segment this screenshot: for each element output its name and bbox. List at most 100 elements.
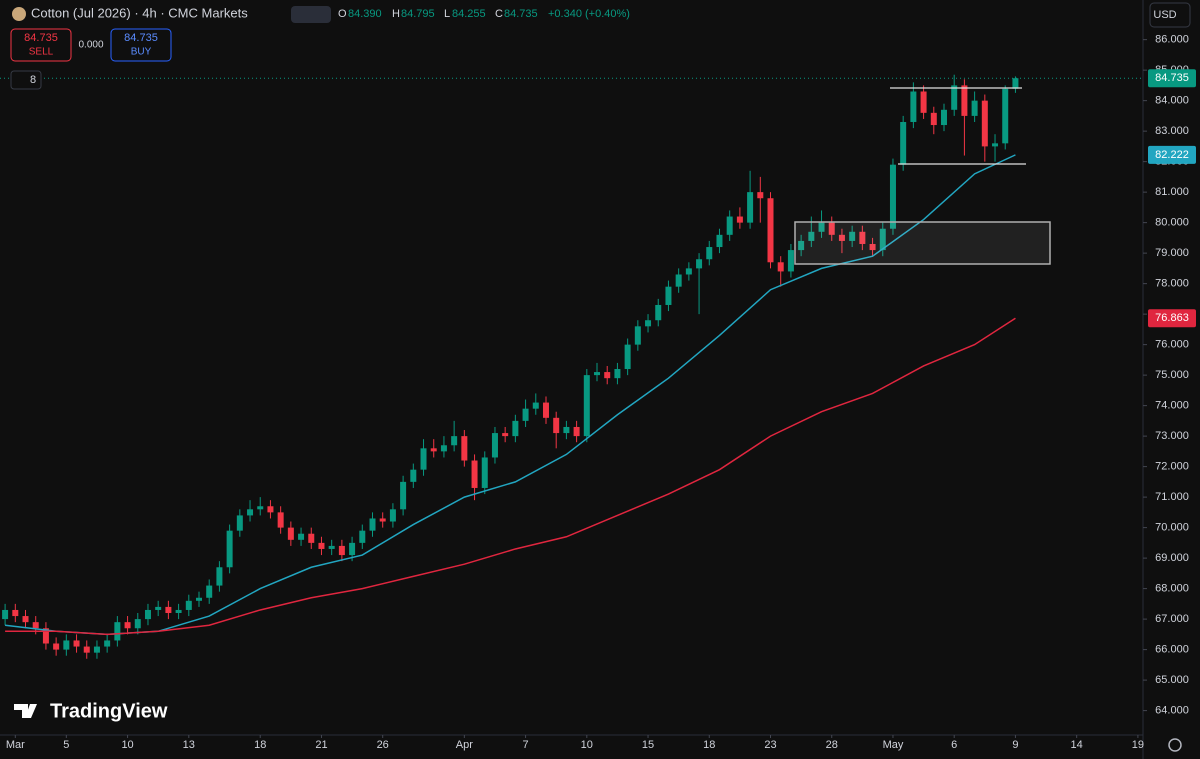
candle-body	[124, 622, 131, 629]
candle-body	[665, 286, 672, 305]
candle-body	[716, 234, 723, 248]
candle-body	[216, 567, 223, 586]
candle-body	[971, 100, 978, 116]
spread: 0.000	[78, 40, 103, 51]
buy-button[interactable]	[110, 28, 172, 62]
last-price-label-bg	[1148, 69, 1196, 88]
candle-body	[287, 527, 294, 540]
candle-body	[247, 509, 254, 516]
candle-body	[634, 326, 641, 345]
candle-body	[144, 609, 151, 620]
candle-body	[645, 320, 652, 327]
candle-body	[165, 606, 172, 614]
sell-button[interactable]	[10, 28, 72, 62]
candle-body	[930, 112, 937, 126]
candle-body	[196, 597, 203, 601]
candle-body	[859, 231, 866, 244]
toggle[interactable]	[291, 6, 331, 23]
ma-price-label-bg	[1148, 145, 1196, 164]
moving-average	[5, 154, 1016, 636]
candle-body	[838, 234, 845, 241]
candle-body	[1002, 88, 1009, 144]
candle-body	[900, 121, 907, 165]
ohlc-change: +0.340 (+0.40%)	[548, 8, 630, 20]
candle-body	[114, 622, 121, 641]
candle-body	[349, 542, 356, 556]
y-tick-label: 70.000	[1155, 522, 1189, 534]
ohlc-c-label: C	[495, 8, 503, 20]
candle-body	[471, 460, 478, 488]
candle-body	[298, 533, 305, 540]
x-tick-label: 23	[764, 739, 776, 751]
x-tick-label: 9	[1012, 739, 1018, 751]
candle-body	[655, 304, 662, 321]
y-tick-label: 84.000	[1155, 95, 1189, 107]
candle-body	[175, 609, 182, 614]
candle-body	[542, 402, 549, 418]
y-tick-label: 73.000	[1155, 430, 1189, 442]
candle-body	[604, 372, 611, 379]
x-tick-label: 6	[951, 739, 957, 751]
candle-body	[134, 619, 141, 629]
y-tick-label: 69.000	[1155, 552, 1189, 564]
currency-button[interactable]	[1149, 2, 1191, 28]
x-tick-label: 5	[63, 739, 69, 751]
candle-body	[981, 100, 988, 147]
candle-body	[583, 375, 590, 437]
candle-body	[359, 530, 366, 543]
candle-body	[2, 609, 9, 620]
candle-body	[767, 198, 774, 263]
candle-body	[828, 222, 835, 235]
indicators-toggle[interactable]	[10, 70, 42, 90]
buy-label: BUY	[131, 47, 152, 58]
settings-button[interactable]	[1168, 738, 1182, 752]
y-tick-label: 64.000	[1155, 705, 1189, 717]
candle-body	[910, 91, 917, 122]
ohlc-l-label: L	[444, 8, 450, 20]
candle-body	[63, 640, 70, 650]
y-tick-label: 66.000	[1155, 644, 1189, 656]
candle-body	[563, 426, 570, 434]
candle-body	[73, 640, 80, 647]
candle-body	[430, 448, 437, 452]
candle-body	[920, 91, 927, 113]
y-tick-label: 75.000	[1155, 369, 1189, 381]
buy-price: 84.735	[124, 32, 158, 44]
x-tick-label: 26	[377, 739, 389, 751]
candle-body	[185, 600, 192, 610]
candle-body	[849, 231, 856, 241]
x-tick-label: 7	[523, 739, 529, 751]
candle-body	[951, 85, 958, 110]
candle-body	[614, 369, 621, 379]
candle-body	[328, 545, 335, 549]
candle-body	[22, 616, 29, 623]
y-tick-label: 68.000	[1155, 583, 1189, 595]
ohlc-high: 84.795	[401, 8, 435, 20]
candle-body	[236, 515, 243, 531]
sell-label: SELL	[29, 47, 54, 58]
candle-body	[491, 433, 498, 458]
candle-body	[889, 164, 896, 229]
ma-price-label: 76.863	[1155, 312, 1189, 324]
candle-body	[379, 518, 386, 522]
x-tick-label: 10	[581, 739, 593, 751]
candle-body	[42, 628, 49, 644]
last-price-label: 84.735	[1155, 72, 1189, 84]
candle-body	[389, 509, 396, 522]
sell-price: 84.735	[24, 32, 58, 44]
x-tick-label: 18	[703, 739, 715, 751]
ohlc-h-label: H	[392, 8, 400, 20]
candle-body	[777, 262, 784, 272]
candle-body	[32, 622, 39, 629]
candle-body	[1012, 78, 1019, 89]
candle-body	[992, 143, 999, 147]
candle-body	[696, 259, 703, 269]
x-tick-label: 21	[315, 739, 327, 751]
candle-body	[104, 640, 111, 647]
candle-body	[277, 512, 284, 528]
ma-price-label-bg	[1148, 309, 1196, 328]
candle-body	[338, 545, 345, 556]
y-tick-label: 80.000	[1155, 217, 1189, 229]
